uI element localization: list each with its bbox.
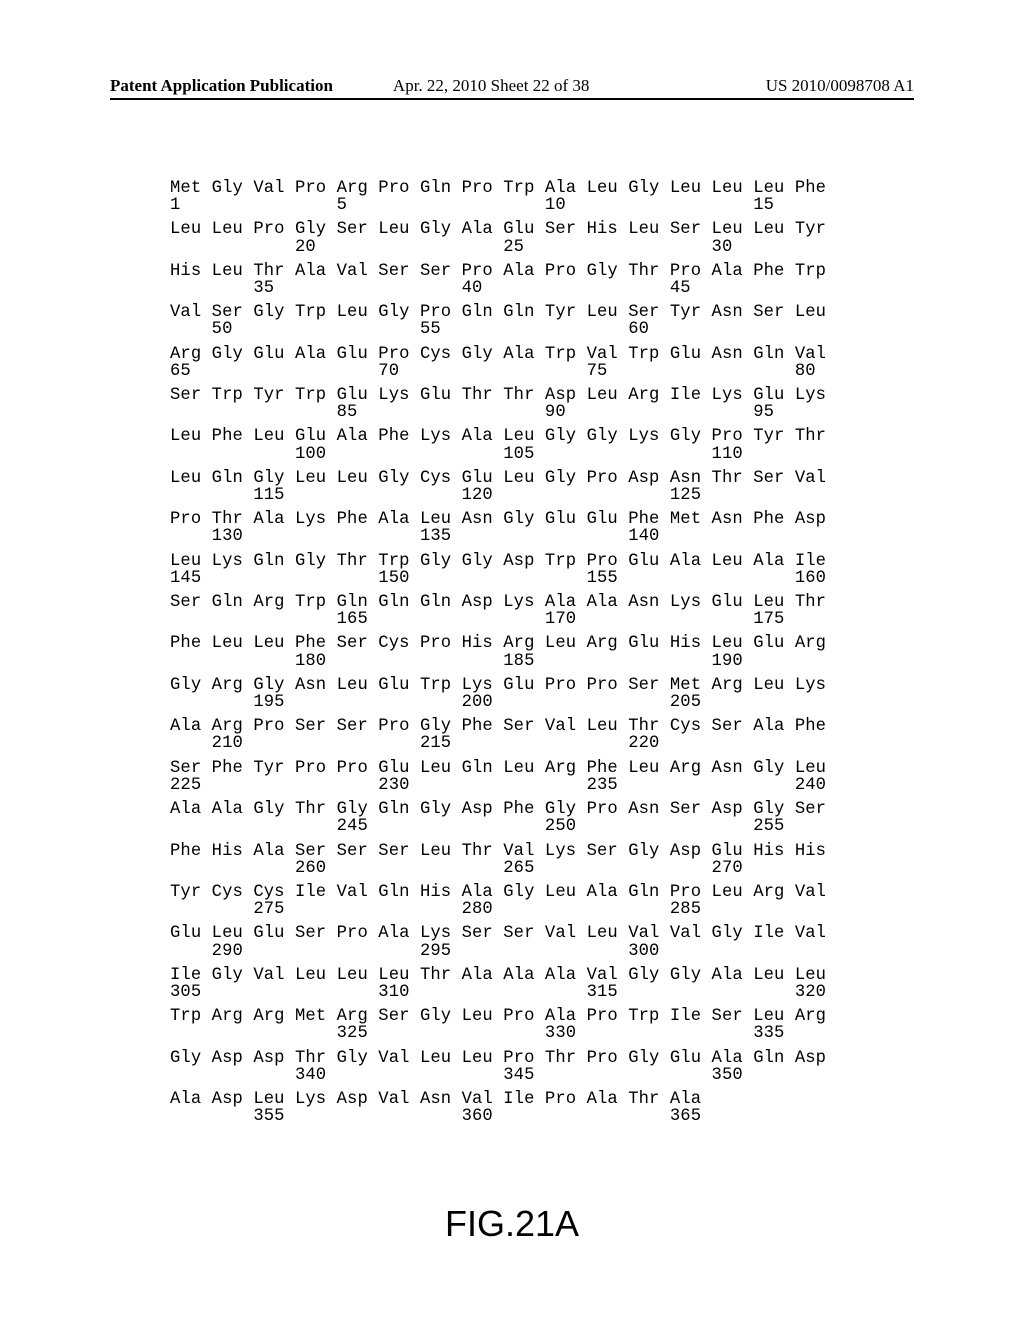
amino-acid-row: Ala Asp Leu Lys Asp Val Asn Val Ile Pro …: [170, 1091, 826, 1108]
page-header: Patent Application Publication Apr. 22, …: [110, 76, 914, 100]
position-number-row: 20 25 30: [170, 239, 826, 256]
amino-acid-row: Ser Gln Arg Trp Gln Gln Gln Asp Lys Ala …: [170, 594, 826, 611]
sequence-row-group: Ser Phe Tyr Pro Pro Glu Leu Gln Leu Arg …: [170, 760, 826, 794]
position-number-row: 340 345 350: [170, 1067, 826, 1084]
sequence-row-group: Tyr Cys Cys Ile Val Gln His Ala Gly Leu …: [170, 884, 826, 918]
amino-acid-row: Phe Leu Leu Phe Ser Cys Pro His Arg Leu …: [170, 635, 826, 652]
sequence-row-group: Gly Arg Gly Asn Leu Glu Trp Lys Glu Pro …: [170, 677, 826, 711]
position-number-row: 1 5 10 15: [170, 197, 826, 214]
patent-page: Patent Application Publication Apr. 22, …: [0, 0, 1024, 1320]
sequence-row-group: Leu Lys Gln Gly Thr Trp Gly Gly Asp Trp …: [170, 553, 826, 587]
amino-acid-row: Leu Lys Gln Gly Thr Trp Gly Gly Asp Trp …: [170, 553, 826, 570]
publication-type: Patent Application Publication: [110, 76, 333, 96]
amino-acid-row: Ser Trp Tyr Trp Glu Lys Glu Thr Thr Asp …: [170, 387, 826, 404]
sequence-row-group: Ser Gln Arg Trp Gln Gln Gln Asp Lys Ala …: [170, 594, 826, 628]
position-number-row: 275 280 285: [170, 901, 826, 918]
figure-label: FIG.21A: [0, 1203, 1024, 1245]
sequence-row-group: Ile Gly Val Leu Leu Leu Thr Ala Ala Ala …: [170, 967, 826, 1001]
sequence-row-group: Arg Gly Glu Ala Glu Pro Cys Gly Ala Trp …: [170, 346, 826, 380]
amino-acid-row: Ala Ala Gly Thr Gly Gln Gly Asp Phe Gly …: [170, 801, 826, 818]
position-number-row: 100 105 110: [170, 446, 826, 463]
amino-acid-row: Tyr Cys Cys Ile Val Gln His Ala Gly Leu …: [170, 884, 826, 901]
amino-acid-row: Leu Gln Gly Leu Leu Gly Cys Glu Leu Gly …: [170, 470, 826, 487]
amino-acid-row: Ala Arg Pro Ser Ser Pro Gly Phe Ser Val …: [170, 718, 826, 735]
position-number-row: 225 230 235 240: [170, 777, 826, 794]
sequence-row-group: Val Ser Gly Trp Leu Gly Pro Gln Gln Tyr …: [170, 304, 826, 338]
amino-acid-row: Pro Thr Ala Lys Phe Ala Leu Asn Gly Glu …: [170, 511, 826, 528]
amino-acid-row: Gly Asp Asp Thr Gly Val Leu Leu Pro Thr …: [170, 1050, 826, 1067]
position-number-row: 65 70 75 80: [170, 363, 826, 380]
amino-acid-row: Trp Arg Arg Met Arg Ser Gly Leu Pro Ala …: [170, 1008, 826, 1025]
position-number-row: 50 55 60: [170, 321, 826, 338]
protein-sequence-listing: Met Gly Val Pro Arg Pro Gln Pro Trp Ala …: [170, 180, 826, 1132]
position-number-row: 115 120 125: [170, 487, 826, 504]
position-number-row: 145 150 155 160: [170, 570, 826, 587]
amino-acid-row: Gly Arg Gly Asn Leu Glu Trp Lys Glu Pro …: [170, 677, 826, 694]
sequence-row-group: Ala Arg Pro Ser Ser Pro Gly Phe Ser Val …: [170, 718, 826, 752]
amino-acid-row: Leu Phe Leu Glu Ala Phe Lys Ala Leu Gly …: [170, 428, 826, 445]
amino-acid-row: Ile Gly Val Leu Leu Leu Thr Ala Ala Ala …: [170, 967, 826, 984]
amino-acid-row: Val Ser Gly Trp Leu Gly Pro Gln Gln Tyr …: [170, 304, 826, 321]
date-and-sheet: Apr. 22, 2010 Sheet 22 of 38: [393, 76, 589, 96]
sequence-row-group: Phe His Ala Ser Ser Ser Leu Thr Val Lys …: [170, 843, 826, 877]
position-number-row: 260 265 270: [170, 860, 826, 877]
position-number-row: 290 295 300: [170, 943, 826, 960]
amino-acid-row: Met Gly Val Pro Arg Pro Gln Pro Trp Ala …: [170, 180, 826, 197]
position-number-row: 325 330 335: [170, 1025, 826, 1042]
position-number-row: 85 90 95: [170, 404, 826, 421]
sequence-row-group: Pro Thr Ala Lys Phe Ala Leu Asn Gly Glu …: [170, 511, 826, 545]
position-number-row: 35 40 45: [170, 280, 826, 297]
amino-acid-row: Phe His Ala Ser Ser Ser Leu Thr Val Lys …: [170, 843, 826, 860]
sequence-row-group: Ala Asp Leu Lys Asp Val Asn Val Ile Pro …: [170, 1091, 826, 1125]
sequence-row-group: Met Gly Val Pro Arg Pro Gln Pro Trp Ala …: [170, 180, 826, 214]
sequence-row-group: Ser Trp Tyr Trp Glu Lys Glu Thr Thr Asp …: [170, 387, 826, 421]
sequence-row-group: Trp Arg Arg Met Arg Ser Gly Leu Pro Ala …: [170, 1008, 826, 1042]
position-number-row: 355 360 365: [170, 1108, 826, 1125]
amino-acid-row: Ser Phe Tyr Pro Pro Glu Leu Gln Leu Arg …: [170, 760, 826, 777]
amino-acid-row: Glu Leu Glu Ser Pro Ala Lys Ser Ser Val …: [170, 925, 826, 942]
sequence-row-group: Leu Phe Leu Glu Ala Phe Lys Ala Leu Gly …: [170, 428, 826, 462]
sequence-row-group: Ala Ala Gly Thr Gly Gln Gly Asp Phe Gly …: [170, 801, 826, 835]
amino-acid-row: His Leu Thr Ala Val Ser Ser Pro Ala Pro …: [170, 263, 826, 280]
publication-number: US 2010/0098708 A1: [766, 76, 914, 96]
sequence-row-group: Leu Leu Pro Gly Ser Leu Gly Ala Glu Ser …: [170, 221, 826, 255]
sequence-row-group: His Leu Thr Ala Val Ser Ser Pro Ala Pro …: [170, 263, 826, 297]
sequence-row-group: Gly Asp Asp Thr Gly Val Leu Leu Pro Thr …: [170, 1050, 826, 1084]
amino-acid-row: Arg Gly Glu Ala Glu Pro Cys Gly Ala Trp …: [170, 346, 826, 363]
sequence-row-group: Phe Leu Leu Phe Ser Cys Pro His Arg Leu …: [170, 635, 826, 669]
position-number-row: 195 200 205: [170, 694, 826, 711]
position-number-row: 245 250 255: [170, 818, 826, 835]
position-number-row: 130 135 140: [170, 528, 826, 545]
position-number-row: 210 215 220: [170, 735, 826, 752]
sequence-row-group: Glu Leu Glu Ser Pro Ala Lys Ser Ser Val …: [170, 925, 826, 959]
position-number-row: 305 310 315 320: [170, 984, 826, 1001]
position-number-row: 165 170 175: [170, 611, 826, 628]
amino-acid-row: Leu Leu Pro Gly Ser Leu Gly Ala Glu Ser …: [170, 221, 826, 238]
sequence-row-group: Leu Gln Gly Leu Leu Gly Cys Glu Leu Gly …: [170, 470, 826, 504]
position-number-row: 180 185 190: [170, 653, 826, 670]
